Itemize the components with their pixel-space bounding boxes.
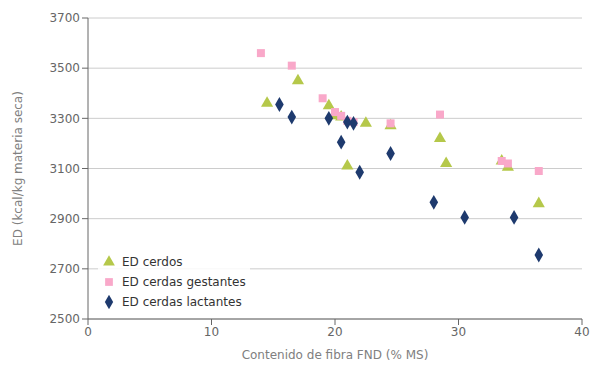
svg-text:3500: 3500 bbox=[49, 61, 80, 75]
svg-text:40: 40 bbox=[574, 325, 589, 339]
svg-text:20: 20 bbox=[327, 325, 342, 339]
svg-text:Contenido de fibra FND (% MS): Contenido de fibra FND (% MS) bbox=[242, 348, 429, 362]
html-text:ED cerdos: ED cerdos bbox=[122, 255, 183, 269]
html-text:ED cerdas lactantes: ED cerdas lactantes bbox=[122, 295, 242, 309]
html-text:ED cerdas gestantes: ED cerdas gestantes bbox=[122, 275, 246, 289]
svg-text:3100: 3100 bbox=[49, 162, 80, 176]
svg-text:2900: 2900 bbox=[49, 212, 80, 226]
svg-text:30: 30 bbox=[451, 325, 466, 339]
svg-text:2700: 2700 bbox=[49, 262, 80, 276]
svg-text:3300: 3300 bbox=[49, 112, 80, 126]
svg-text:ED (kcal/kg materia seca): ED (kcal/kg materia seca) bbox=[11, 91, 25, 246]
svg-text:10: 10 bbox=[204, 325, 219, 339]
svg-text:0: 0 bbox=[84, 325, 92, 339]
svg-text:3700: 3700 bbox=[49, 11, 80, 25]
svg-text:2500: 2500 bbox=[49, 312, 80, 326]
